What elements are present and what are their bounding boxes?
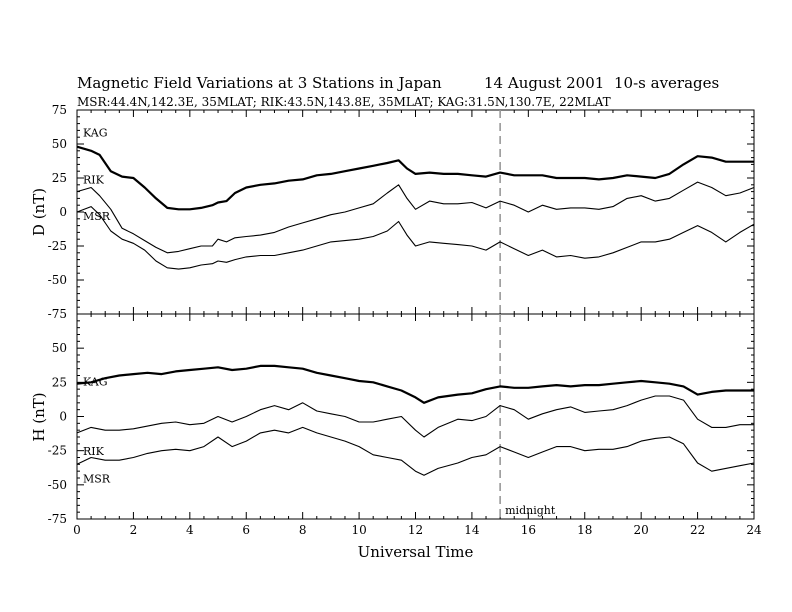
series-label-rik: RIK (83, 174, 105, 187)
x-tick-label: 24 (746, 523, 762, 537)
series-line-msr (76, 206, 755, 270)
series-label-kag: KAG (83, 376, 108, 389)
x-tick-label: 2 (130, 523, 138, 537)
y-axis-title: H (nT) (30, 392, 48, 441)
plot-frame (76, 109, 755, 315)
y-tick-label: 50 (52, 341, 67, 355)
y-tick-label: -50 (48, 273, 67, 287)
y-tick-label: 25 (52, 375, 67, 389)
x-tick-label: 14 (464, 523, 480, 537)
y-axis-title: D (nT) (30, 188, 48, 236)
chart-title: Magnetic Field Variations at 3 Stations … (77, 74, 442, 92)
series-line-rik (76, 181, 755, 254)
y-tick-label: 75 (52, 103, 67, 117)
station-coordinates: MSR:44.4N,142.3E, 35MLAT; RIK:43.5N,143.… (77, 95, 611, 109)
series-line-rik (76, 395, 754, 438)
series-line-kag (76, 364, 754, 404)
series-label-rik: RIK (83, 445, 105, 458)
x-tick-label: 8 (299, 523, 307, 537)
y-tick-label: 0 (59, 205, 67, 219)
chart-averaging: 10-s averages (614, 74, 719, 92)
x-tick-label: 6 (242, 523, 250, 537)
x-tick-label: 10 (351, 523, 366, 537)
y-tick-label: 25 (52, 171, 67, 185)
x-tick-label: 4 (186, 523, 194, 537)
y-tick-label: -25 (48, 239, 67, 253)
x-axis-title: Universal Time (358, 543, 474, 561)
series-line-kag (76, 145, 754, 211)
x-tick-label: 18 (577, 523, 592, 537)
series-label-msr: MSR (83, 210, 111, 223)
series-line-msr (76, 426, 755, 476)
midnight-label: midnight (505, 504, 556, 517)
y-tick-label: 0 (59, 410, 67, 424)
y-tick-label: 50 (52, 137, 67, 151)
d-component-panel: 75 50 25 0 -25 -50 -75 D (nT) KAG RIK MSR (30, 103, 755, 321)
y-tick-label: -25 (48, 444, 67, 458)
series-label-kag: KAG (83, 127, 108, 140)
y-tick-label: -75 (48, 307, 67, 321)
x-tick-label: 12 (408, 523, 423, 537)
x-tick-label: 16 (521, 523, 536, 537)
x-tick-label: 0 (73, 523, 81, 537)
chart-date: 14 August 2001 (484, 74, 604, 92)
y-tick-label: -75 (48, 512, 67, 526)
plot-frame (76, 313, 755, 520)
series-label-msr: MSR (83, 472, 111, 485)
x-tick-label: 22 (690, 523, 705, 537)
x-tick-label: 20 (634, 523, 649, 537)
y-tick-label: -50 (48, 478, 67, 492)
